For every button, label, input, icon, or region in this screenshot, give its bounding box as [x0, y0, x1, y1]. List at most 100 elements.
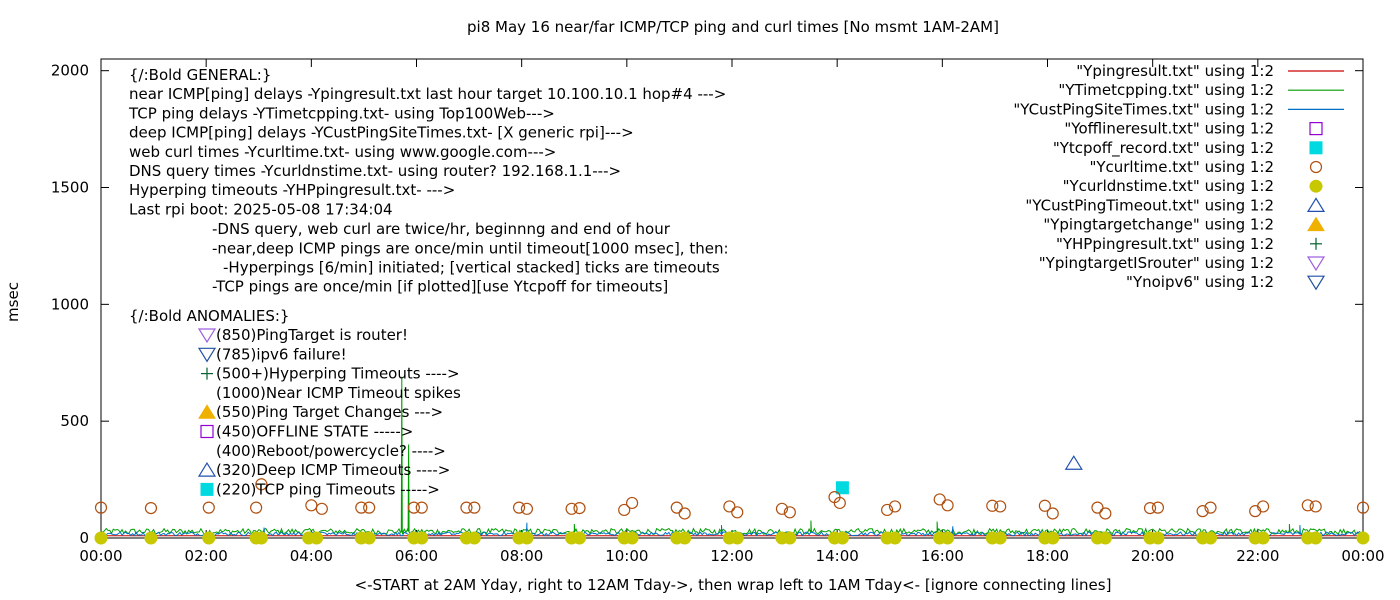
legend-label-7: "Ycurldnstime.txt" using 1:2 — [1063, 177, 1274, 195]
y-tick-label: 2000 — [51, 62, 89, 80]
legend-label-11: "YpingtargetISrouter" using 1:2 — [1039, 254, 1274, 272]
chart-title: pi8 May 16 near/far ICMP/TCP ping and cu… — [467, 18, 999, 36]
data-point — [783, 531, 797, 545]
data-point — [573, 531, 587, 545]
data-point — [678, 531, 692, 545]
data-point — [305, 499, 318, 512]
anomaly-marker-9 — [200, 482, 214, 496]
y-tick-label: 1000 — [51, 295, 89, 313]
data-point — [835, 481, 849, 495]
data-point — [363, 501, 376, 514]
data-point — [94, 501, 108, 514]
data-point — [1046, 531, 1060, 545]
data-point — [520, 531, 534, 545]
legend-key-7 — [1309, 179, 1323, 193]
anomaly-item-2: (785)ipv6 failure! — [216, 345, 347, 363]
data-point — [1301, 499, 1314, 512]
data-point — [355, 501, 368, 514]
x-tick-label: 16:00 — [921, 547, 964, 565]
data-point — [1038, 499, 1051, 512]
legend-label-2: "YTimetcpping.txt" using 1:2 — [1058, 81, 1274, 99]
data-point — [202, 531, 216, 545]
data-point — [1256, 500, 1270, 513]
x-axis-label: <-START at 2AM Yday, right to 12AM Tday-… — [355, 576, 1112, 594]
data-point — [994, 500, 1007, 513]
data-point — [310, 531, 324, 545]
data-point — [1204, 501, 1217, 514]
anomaly-item-4: (1000)Near ICMP Timeout spikes — [216, 384, 461, 402]
data-point — [783, 506, 796, 519]
legend-key-9 — [1307, 216, 1325, 232]
plot-layer: 0 500 1000 1500 2000 00:00 02:00 04:00 06:00 08:0… — [51, 59, 1385, 565]
data-point — [565, 502, 578, 515]
data-point — [460, 501, 473, 514]
data-point — [202, 501, 215, 514]
legend-label-3: "YCustPingSiteTimes.txt" using 1:2 — [1013, 100, 1274, 118]
legend-label-5: "Ytcpoff_record.txt" using 1:2 — [1053, 139, 1274, 158]
data-point — [1204, 531, 1218, 545]
anomaly-marker-1 — [197, 328, 217, 344]
data-point — [467, 531, 481, 545]
data-point — [254, 531, 268, 545]
data-point — [731, 506, 744, 519]
data-point — [833, 496, 846, 510]
note-indented-3: -Hyperpings [6/min] initiated; [vertical… — [223, 259, 720, 277]
anomaly-marker-5 — [198, 404, 216, 419]
data-point — [415, 501, 428, 514]
data-point — [144, 501, 158, 515]
data-point — [625, 496, 639, 510]
note-line-1: {/:Bold GENERAL:} — [129, 66, 271, 84]
anomaly-item-7: (400)Reboot/powercycle? ----> — [216, 442, 446, 460]
data-point — [255, 478, 268, 491]
x-tick-label: 18:00 — [1026, 547, 1069, 565]
x-tick-label: 06:00 — [395, 547, 438, 565]
data-point — [670, 501, 683, 514]
data-point — [881, 503, 894, 517]
y-axis-label: msec — [4, 282, 22, 322]
data-point — [520, 502, 534, 515]
data-point — [941, 499, 954, 512]
x-tick-label: 20:00 — [1131, 547, 1174, 565]
legend-label-8: "YCustPingTimeout.txt" using 1:2 — [1025, 196, 1274, 214]
note-indented-2: -near,deep ICMP pings are once/min until… — [212, 239, 729, 257]
legend-key-6 — [1309, 160, 1323, 174]
data-point — [1249, 505, 1262, 518]
anomaly-marker-6 — [200, 424, 214, 439]
anomaly-item-5: (550)Ping Target Changes ---> — [216, 403, 443, 421]
data-point — [512, 501, 526, 514]
anomaly-marker-8 — [197, 461, 217, 477]
note-line-7: Hyperping timeouts -YHPpingresult.txt- -… — [129, 181, 455, 199]
data-point — [1309, 531, 1323, 545]
legend-label-1: "Ypingresult.txt" using 1:2 — [1076, 62, 1274, 80]
x-tick-label: 12:00 — [710, 547, 753, 565]
data-point — [986, 499, 999, 512]
x-tick-label: 08:00 — [500, 547, 543, 565]
anomaly-item-1: (850)PingTarget is router! — [216, 326, 408, 344]
legend-label-12: "Ynoipv6" using 1:2 — [1126, 273, 1274, 291]
legend-key-10 — [1310, 237, 1322, 250]
data-point — [1151, 531, 1165, 545]
data-point — [1356, 531, 1370, 545]
note-line-6: DNS query times -Ycurldnstime.txt- using… — [129, 162, 621, 180]
data-point — [678, 507, 691, 520]
legend-key-12 — [1306, 275, 1326, 291]
data-point — [993, 531, 1007, 545]
data-point — [625, 531, 639, 545]
data-point — [362, 531, 376, 545]
data-point — [1091, 501, 1104, 514]
y-tick-label: 0 — [79, 529, 89, 547]
data-point — [775, 502, 789, 515]
data-point — [1196, 505, 1209, 518]
data-point — [933, 493, 946, 506]
note-indented-4: -TCP pings are once/min [if plotted][use… — [212, 278, 668, 296]
legend-key-8 — [1306, 197, 1326, 212]
note-line-8: Last rpi boot: 2025-05-08 17:34:04 — [129, 200, 393, 218]
anomaly-item-8: (320)Deep ICMP Timeouts ----> — [216, 461, 450, 479]
x-tick-label: 14:00 — [816, 547, 859, 565]
anomaly-item-9: (220)TCP ping Timeouts -----> — [216, 480, 440, 498]
data-point — [144, 531, 158, 545]
note-line-3: TCP ping delays -YTimetcpping.txt- using… — [128, 104, 555, 122]
x-tick-label: 02:00 — [185, 547, 228, 565]
legend-label-10: "YHPpingresult.txt" using 1:2 — [1056, 235, 1274, 253]
